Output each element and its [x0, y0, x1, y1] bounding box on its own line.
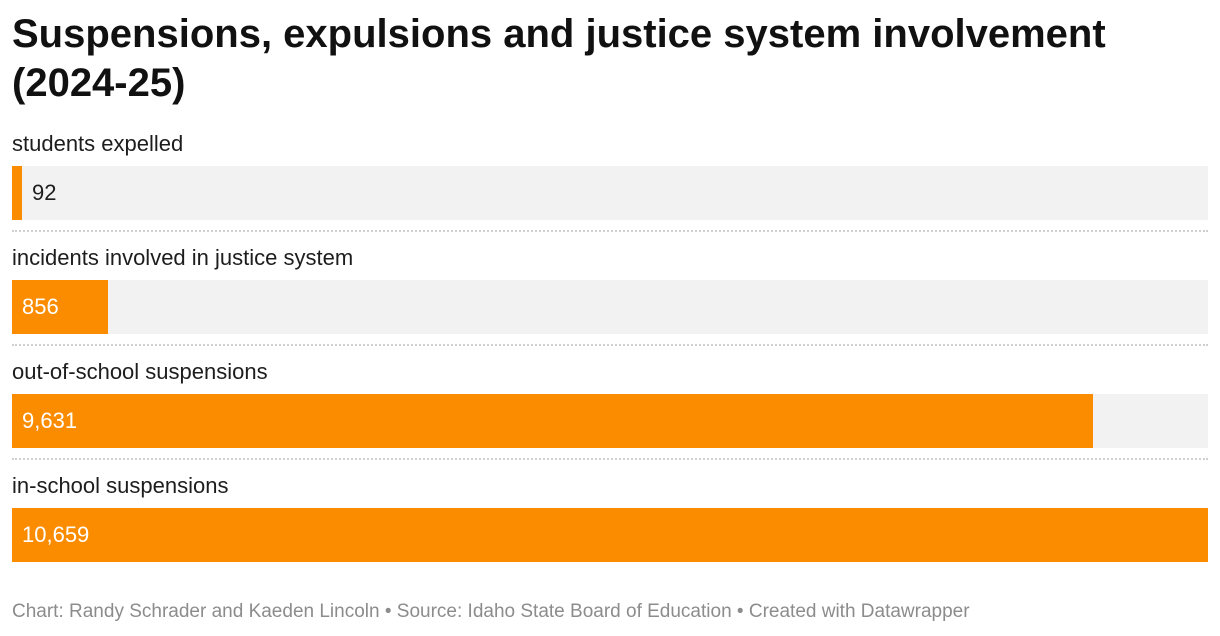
- value-label: 10,659: [22, 522, 90, 547]
- bar: [12, 280, 108, 334]
- bar: [12, 508, 1208, 562]
- footer-credit: Chart: Randy Schrader and Kaeden Lincoln: [12, 601, 380, 622]
- value-label: 92: [32, 180, 57, 205]
- category-label: students expelled: [12, 131, 184, 156]
- footer-separator: •: [731, 601, 749, 622]
- footer-separator: •: [379, 601, 397, 622]
- chart-title: Suspensions, expulsions and justice syst…: [12, 12, 1106, 105]
- bar: [12, 166, 22, 220]
- category-label: in-school suspensions: [12, 473, 229, 498]
- bar-track: 92: [12, 166, 1208, 220]
- bar-row: out-of-school suspensions 9,631: [12, 356, 1208, 470]
- bar-row: in-school suspensions 10,659: [12, 470, 1208, 584]
- value-label: 856: [22, 294, 59, 319]
- bar-chart: students expelled 92 incidents involved in…: [12, 128, 1208, 584]
- value-label: 9,631: [22, 408, 78, 433]
- bar-track: 856: [12, 280, 1208, 334]
- chart-footer: Chart: Randy Schrader and Kaeden Lincoln…: [12, 600, 970, 624]
- category-label: incidents involved in justice system: [12, 245, 354, 270]
- bar-track: 9,631: [12, 394, 1208, 448]
- footer-tool: Created with Datawrapper: [748, 601, 970, 622]
- footer-source: Source: Idaho State Board of Education: [396, 601, 732, 622]
- bar-row: students expelled 92: [12, 128, 1208, 242]
- bar-row: incidents involved in justice system 856: [12, 242, 1208, 356]
- bar-track: 10,659: [12, 508, 1208, 562]
- category-label: out-of-school suspensions: [12, 359, 268, 384]
- row-separator: [12, 230, 1208, 232]
- bar: [12, 394, 1093, 448]
- row-separator: [12, 344, 1208, 346]
- row-separator: [12, 458, 1208, 460]
